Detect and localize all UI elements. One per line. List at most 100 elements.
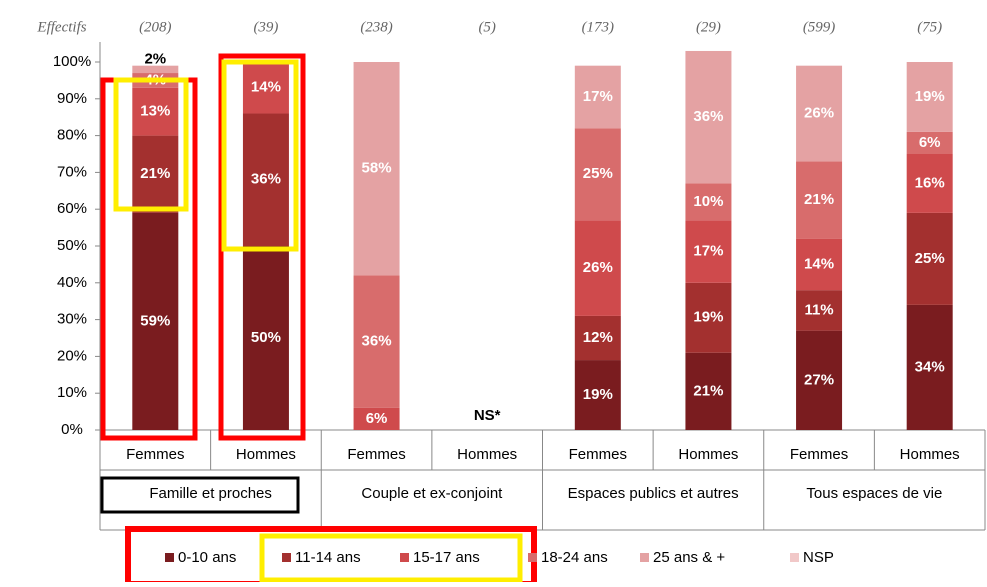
sample-size: (208) — [139, 19, 172, 35]
bar-segment — [574, 360, 621, 430]
x-tick-label: Femmes — [126, 446, 184, 463]
x-tick-label: Femmes — [790, 446, 848, 463]
value-label: 2% — [144, 51, 166, 68]
x-tick-label: Hommes — [678, 446, 738, 463]
bar-segment — [906, 154, 953, 213]
annotation: NS* — [474, 407, 501, 424]
value-label: 19% — [915, 88, 945, 105]
legend-label: 15-17 ans — [413, 549, 480, 566]
value-label: 13% — [140, 103, 170, 120]
value-label: 36% — [251, 171, 281, 188]
legend-label: 11-14 ans — [295, 549, 361, 566]
value-label: 25% — [915, 250, 945, 267]
y-tick-label: 90% — [57, 90, 87, 107]
bar-segment — [906, 62, 953, 132]
legend-swatch — [528, 553, 537, 562]
value-label: 11% — [804, 301, 833, 318]
bar-segment — [242, 246, 289, 430]
bar-segment — [132, 135, 179, 213]
value-label: 26% — [804, 104, 834, 121]
bar-segment — [906, 131, 953, 154]
highlight-box — [221, 59, 299, 252]
x-tick-label: Hommes — [900, 446, 960, 463]
bar-segment — [685, 282, 732, 353]
value-label: 50% — [251, 329, 281, 346]
highlight-box — [259, 533, 523, 583]
bar-segment — [353, 407, 400, 430]
legend-label: 18-24 ans — [541, 549, 608, 566]
y-tick-label: 100% — [53, 53, 91, 70]
value-label: 21% — [804, 191, 834, 208]
bar-segment — [574, 65, 621, 129]
value-label: 12% — [583, 329, 613, 346]
y-tick-label: 30% — [57, 311, 87, 328]
bar-segment — [132, 87, 179, 136]
highlight-box — [100, 476, 300, 514]
value-label: 6% — [919, 134, 941, 151]
bar-segment — [906, 304, 953, 430]
value-label: 36% — [362, 333, 392, 350]
legend-label: 25 ans & + — [653, 549, 725, 566]
legend-swatch — [165, 553, 174, 562]
bar-segment — [796, 330, 843, 430]
value-label: 58% — [362, 160, 392, 177]
bar-segment — [574, 220, 621, 316]
bar-segment — [796, 161, 843, 239]
y-tick-label: 20% — [57, 347, 87, 364]
bar-segment — [353, 275, 400, 408]
y-tick-label: 0% — [61, 421, 83, 438]
bar-segment — [796, 65, 843, 162]
value-label: 21% — [693, 382, 723, 399]
legend-swatch — [790, 553, 799, 562]
group-label: Tous espaces de vie — [806, 485, 942, 502]
bar-segment — [906, 212, 953, 305]
sample-size: (5) — [478, 19, 496, 35]
highlight-box — [113, 77, 189, 212]
sample-size: (75) — [917, 19, 942, 35]
legend-swatch — [400, 553, 409, 562]
bar-segment — [132, 65, 179, 74]
x-tick-label: Femmes — [347, 446, 405, 463]
value-label: 19% — [583, 386, 613, 403]
bar-segment — [685, 352, 732, 430]
sample-size: (39) — [253, 19, 278, 35]
y-tick-label: 10% — [57, 384, 87, 401]
x-tick-label: Hommes — [236, 446, 296, 463]
bar-segment — [242, 62, 289, 114]
value-label: 17% — [693, 242, 723, 259]
value-label: 26% — [583, 259, 613, 276]
value-label: 19% — [693, 309, 723, 326]
sample-size: (238) — [360, 19, 393, 35]
bar-segment — [685, 50, 732, 184]
bar-segment — [132, 212, 179, 430]
y-tick-label: 60% — [57, 200, 87, 217]
group-label: Famille et proches — [149, 485, 272, 502]
x-tick-label: Femmes — [569, 446, 627, 463]
value-label: 21% — [140, 165, 170, 182]
bar-segment — [685, 183, 732, 221]
y-tick-label: 70% — [57, 163, 87, 180]
legend-swatch — [640, 553, 649, 562]
legend-label: 0-10 ans — [178, 549, 236, 566]
bar-segment — [574, 315, 621, 361]
value-label: 17% — [583, 88, 613, 105]
highlight-box — [218, 53, 306, 441]
value-label: 25% — [583, 165, 613, 182]
sample-size: (173) — [582, 19, 615, 35]
y-tick-label: 50% — [57, 237, 87, 254]
value-label: 27% — [804, 371, 834, 388]
value-label: 14% — [251, 79, 281, 96]
y-tick-label: 40% — [57, 274, 87, 291]
bar-segment — [574, 128, 621, 221]
group-label: Espaces publics et autres — [568, 485, 739, 502]
value-label: 59% — [140, 312, 170, 329]
bar-segment — [685, 220, 732, 283]
value-label: 6% — [366, 410, 388, 427]
value-label: 34% — [915, 358, 945, 375]
value-label: 14% — [804, 255, 834, 272]
plot: 0% 10% 20% 30% 40% 50% 60% 70% 80% 90% 100% Famille… — [53, 19, 986, 531]
sample-size: (599) — [803, 19, 836, 35]
value-label: 16% — [915, 174, 945, 191]
legend-label: NSP — [803, 549, 834, 566]
